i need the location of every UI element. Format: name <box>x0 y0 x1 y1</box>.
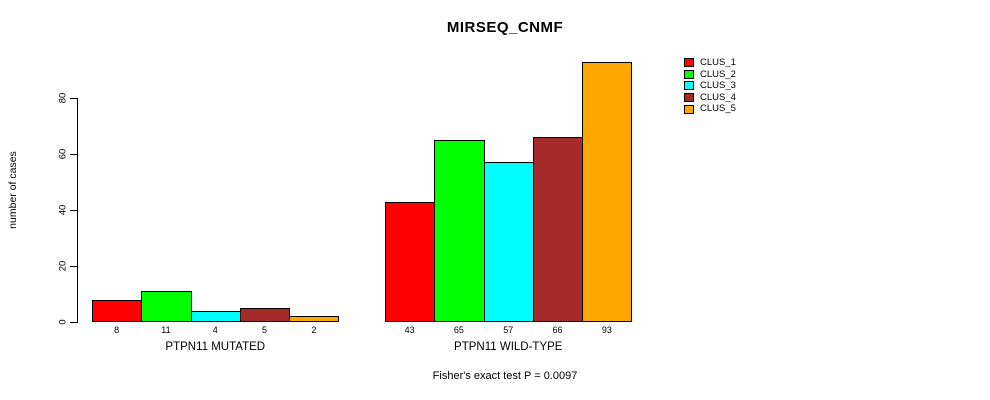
bar-value-label: 4 <box>212 325 218 335</box>
bar-clus_3 <box>483 162 534 322</box>
y-axis-tick <box>70 322 77 323</box>
y-axis-tick-label: 40 <box>57 204 69 216</box>
y-axis-tick-label: 0 <box>57 319 69 325</box>
x-group-label: PTPN11 WILD-TYPE <box>454 341 563 353</box>
bar-value-label: 93 <box>601 325 612 335</box>
legend-label: CLUS_5 <box>700 103 736 115</box>
legend-entry: CLUS_3 <box>684 80 736 92</box>
bar-value-label: 8 <box>114 325 120 335</box>
bar-value-label: 65 <box>453 325 464 335</box>
fisher-test-note: Fisher's exact test P = 0.0097 <box>432 370 578 382</box>
bar-value-label: 2 <box>311 325 317 335</box>
bar-clus_4 <box>239 308 291 322</box>
legend-label: CLUS_3 <box>700 80 736 92</box>
legend-label: CLUS_4 <box>700 91 736 103</box>
bar-clus_1 <box>92 299 143 322</box>
legend-swatch <box>684 69 694 79</box>
bar-value-label: 43 <box>404 325 415 335</box>
y-axis-line <box>77 98 78 323</box>
bar-value-label: 5 <box>262 325 268 335</box>
legend-label: CLUS_1 <box>700 57 736 68</box>
y-axis-tick-label: 80 <box>57 92 69 104</box>
legend-swatch <box>684 93 694 103</box>
x-group-label: PTPN11 MUTATED <box>165 341 266 353</box>
y-axis-tick <box>70 98 77 99</box>
legend-entry: CLUS_5 <box>684 103 736 115</box>
legend-entry: CLUS_4 <box>684 92 736 104</box>
bar-value-label: 11 <box>161 325 171 335</box>
bar-value-label: 57 <box>503 325 514 335</box>
legend-label: CLUS_2 <box>700 68 736 80</box>
y-axis-tick <box>70 266 77 267</box>
bar-clus_5 <box>582 61 633 322</box>
y-axis-label: number of cases <box>7 151 19 229</box>
legend-swatch <box>684 81 694 91</box>
bar-clus_4 <box>532 137 584 322</box>
legend-swatch <box>684 58 694 68</box>
bar-value-label: 66 <box>552 325 563 335</box>
bar-clus_5 <box>289 316 340 322</box>
bar-clus_2 <box>434 140 485 322</box>
legend: CLUS_1 CLUS_2 CLUS_3 CLUS_4 CLUS_5 <box>684 57 736 115</box>
bar-clus_3 <box>190 310 241 322</box>
y-axis-tick-label: 60 <box>57 148 69 160</box>
y-axis-tick <box>70 210 77 211</box>
bar-clus_2 <box>141 291 192 322</box>
legend-swatch <box>684 104 694 114</box>
bar-clus_1 <box>385 201 436 322</box>
legend-entry: CLUS_1 <box>684 57 736 69</box>
y-axis-tick-label: 20 <box>57 260 69 272</box>
chart-title: MIRSEQ_CNMF <box>446 19 564 36</box>
legend-entry: CLUS_2 <box>684 69 736 81</box>
y-axis-tick <box>70 154 77 155</box>
